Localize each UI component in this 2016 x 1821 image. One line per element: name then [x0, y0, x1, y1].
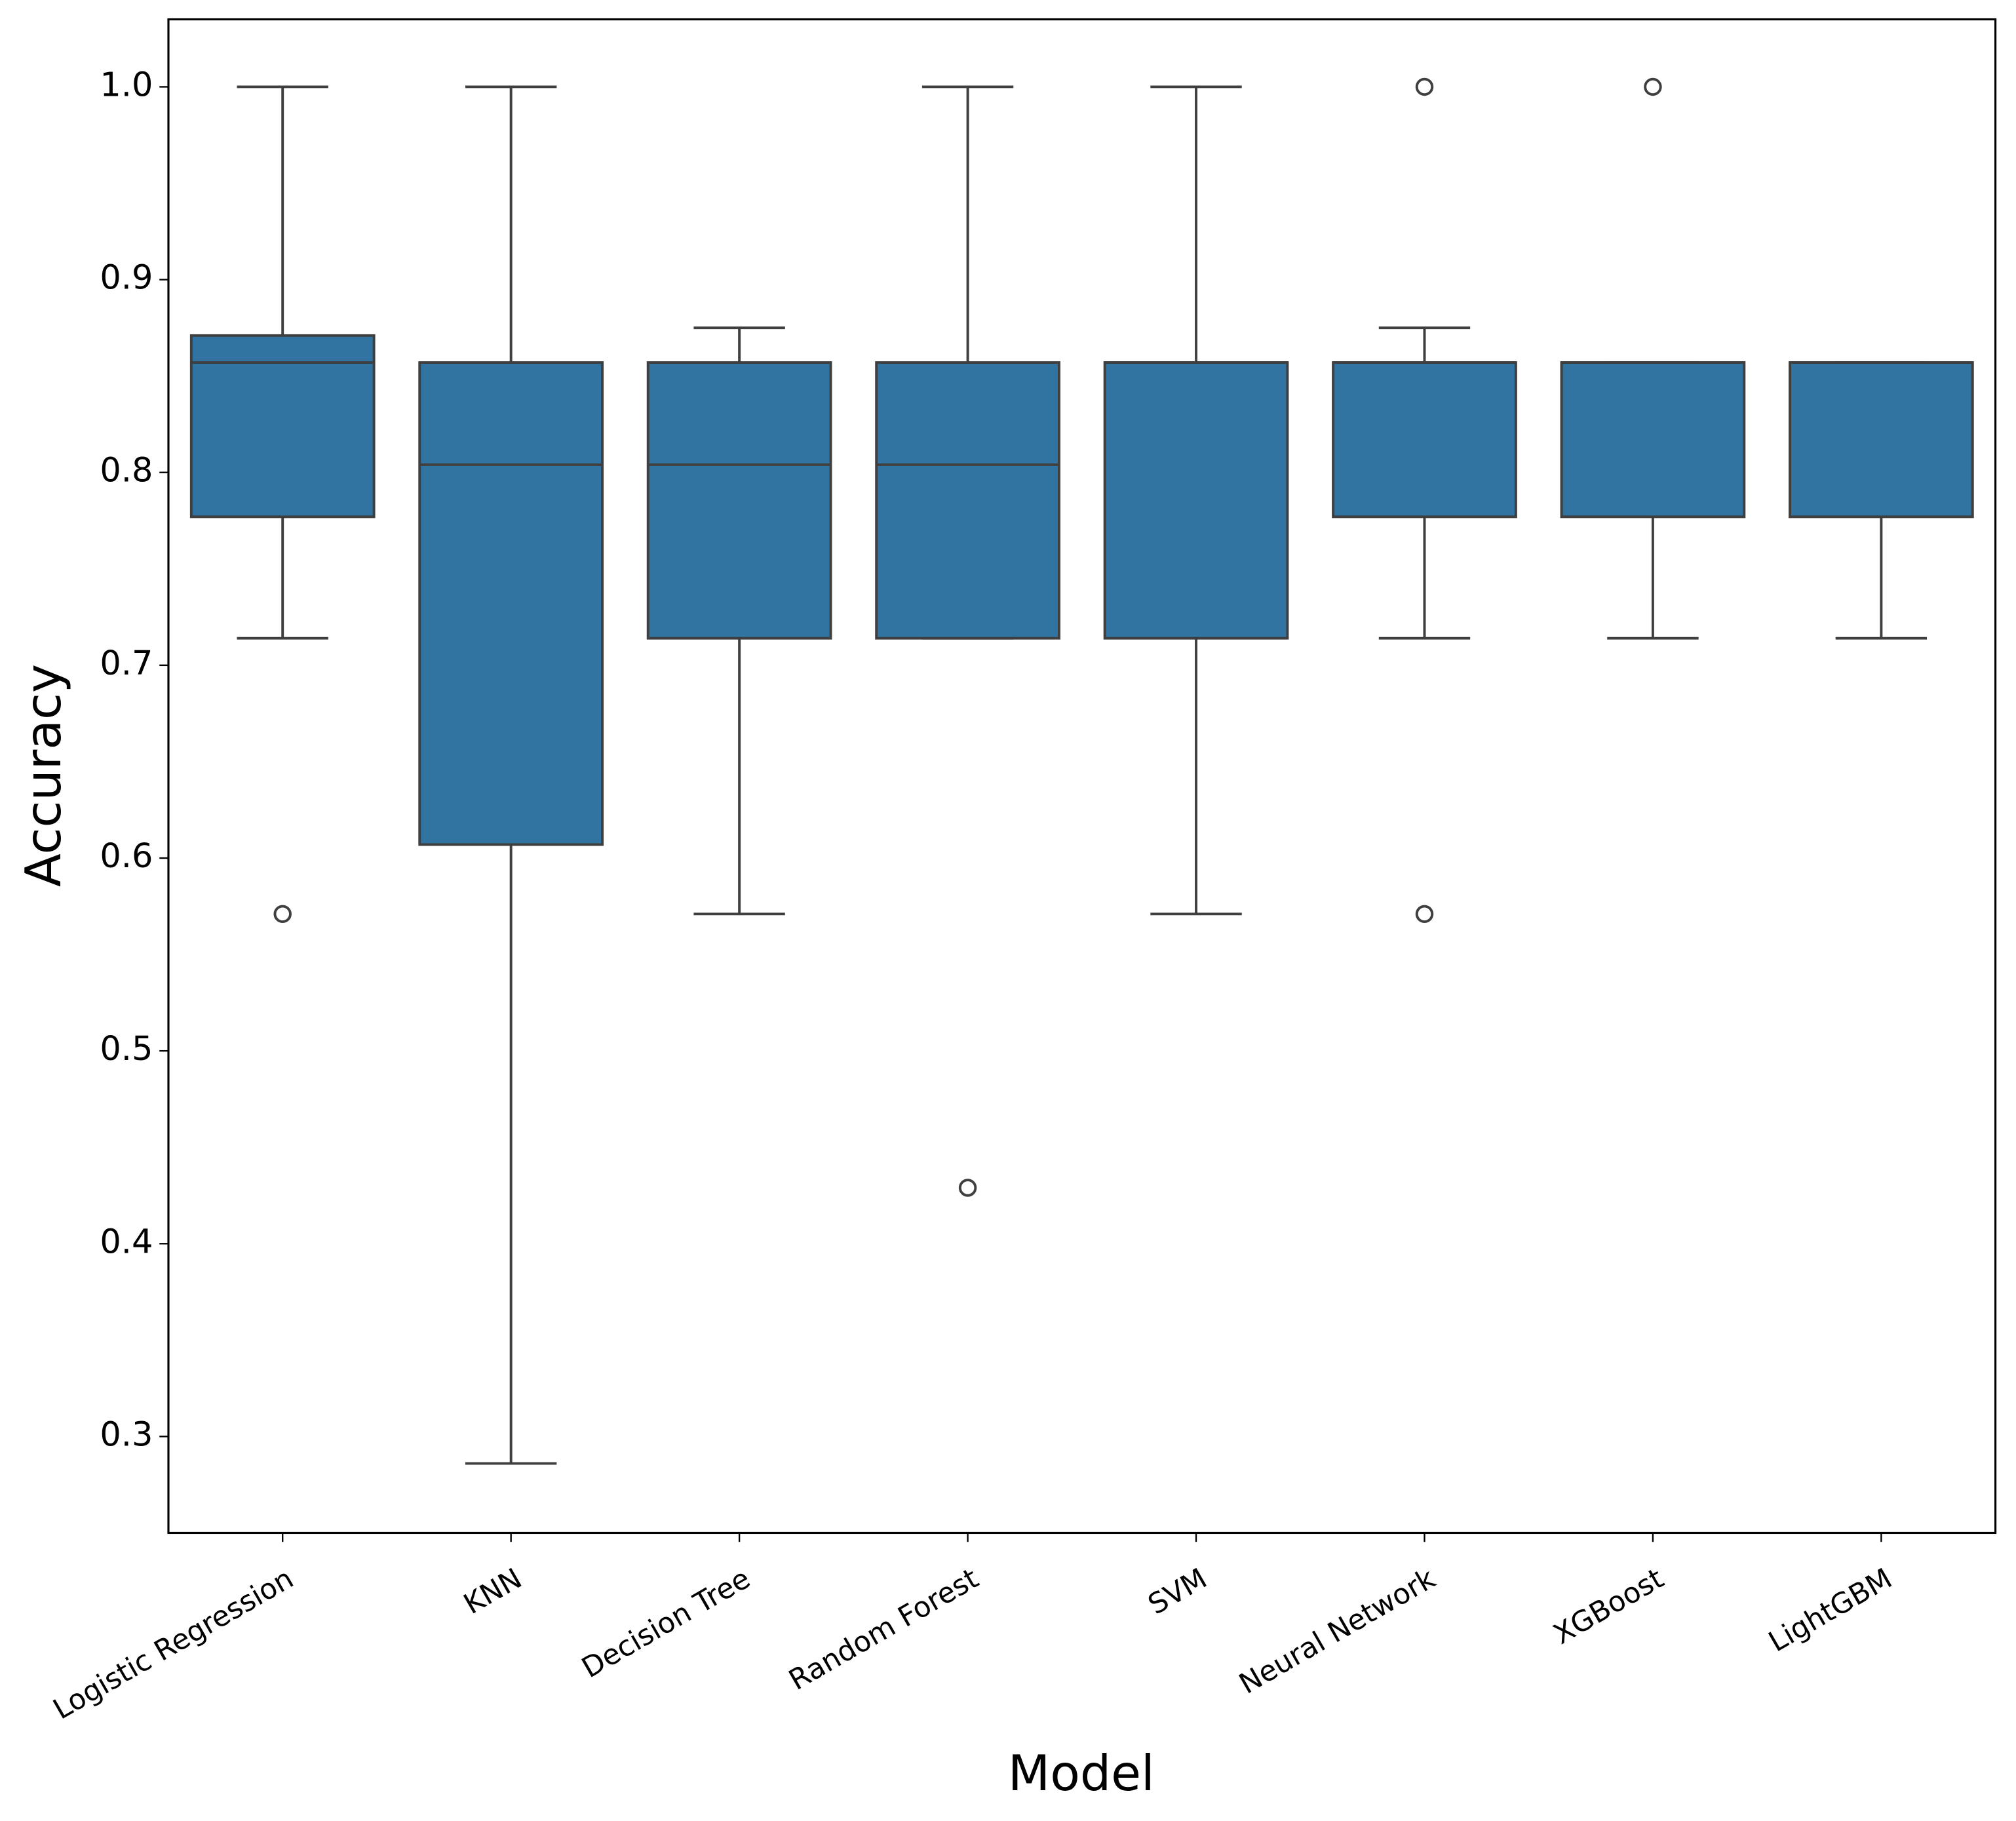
y-tick-label: 0.4 [100, 1223, 153, 1261]
box [1789, 361, 1974, 519]
x-tick-label: KNN [458, 1562, 527, 1621]
x-tick-label: Logistic Regression [48, 1562, 299, 1726]
box [418, 361, 604, 846]
y-tick-label: 0.5 [100, 1030, 153, 1068]
outlier [1415, 905, 1434, 924]
box [875, 361, 1060, 640]
y-tick-label: 1.0 [100, 66, 153, 104]
outlier [1644, 77, 1662, 96]
outlier [958, 1179, 977, 1197]
x-axis-label: Model [1008, 1745, 1155, 1802]
plot-frame [167, 18, 1997, 1535]
box [1332, 361, 1517, 519]
box [189, 334, 376, 519]
outlier [273, 905, 292, 924]
y-axis-label: Accuracy [15, 664, 72, 887]
y-tick-label: 0.8 [100, 452, 153, 490]
x-tick-label: Decision Tree [576, 1562, 756, 1685]
y-tick-label: 0.9 [100, 259, 153, 298]
y-tick-label: 0.3 [100, 1415, 153, 1454]
x-tick-label: SVM [1143, 1562, 1213, 1621]
x-tick-label: Random Forest [783, 1562, 984, 1697]
y-tick-label: 0.6 [100, 837, 153, 876]
box [1103, 361, 1289, 640]
box [1560, 361, 1746, 519]
x-tick-label: XGBoost [1548, 1562, 1669, 1651]
x-tick-label: LightGBM [1763, 1562, 1897, 1658]
box [646, 361, 832, 640]
outlier [1415, 77, 1434, 96]
y-tick-label: 0.7 [100, 644, 153, 683]
x-tick-label: Neural Network [1233, 1562, 1441, 1700]
